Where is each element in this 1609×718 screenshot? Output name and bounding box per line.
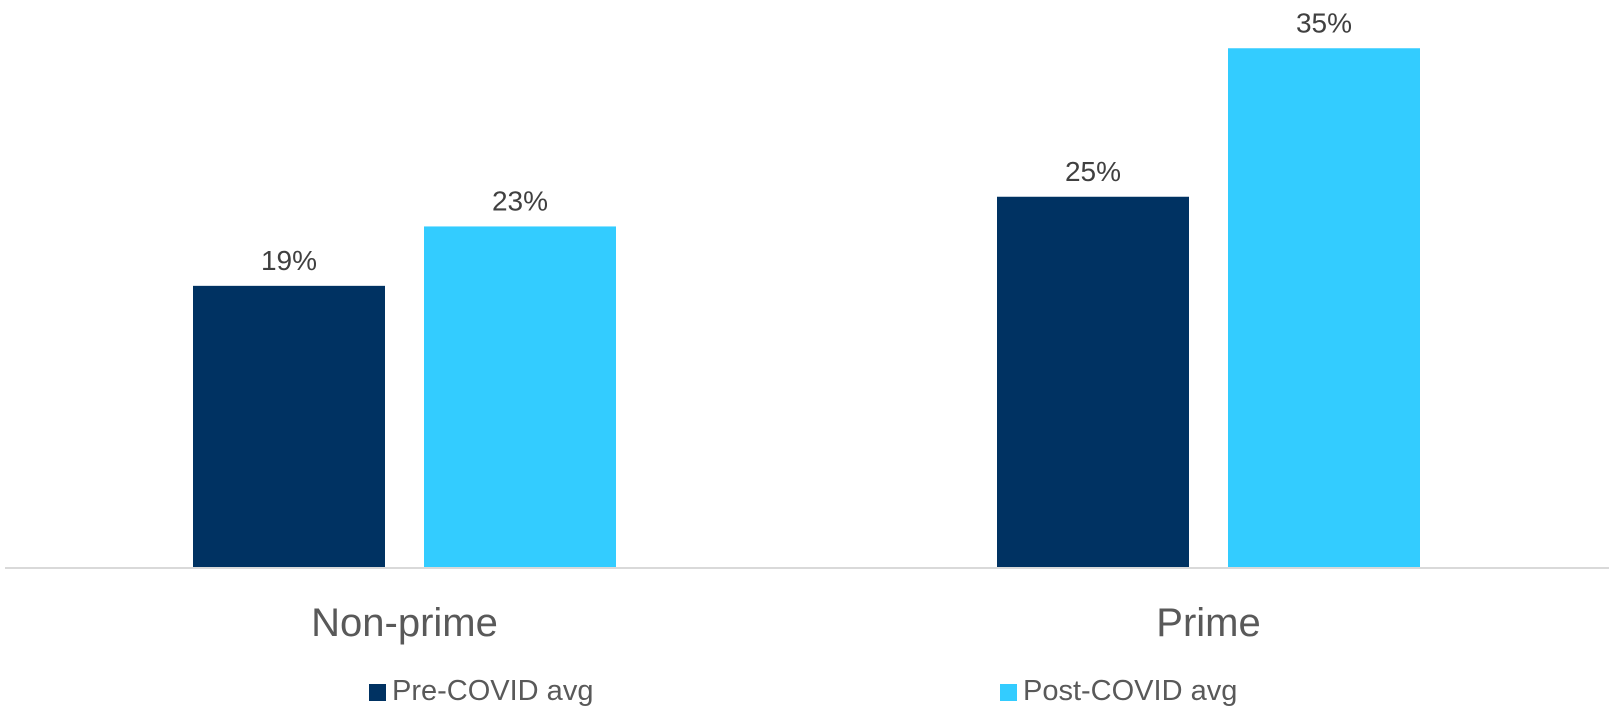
legend-swatch-pre-covid-avg: [369, 684, 386, 701]
data-label-non-prime-pre-covid-avg: 19%: [261, 245, 317, 276]
category-label-non-prime: Non-prime: [311, 601, 498, 645]
category-labels-layer: Non-prime Prime: [311, 601, 1261, 645]
bar-non-prime-pre-covid-avg: [193, 285, 385, 568]
data-label-non-prime-post-covid-avg: 23%: [492, 185, 548, 216]
legend-label-pre-covid-avg: Pre-COVID avg: [392, 675, 593, 707]
bar-prime-post-covid-avg: [1228, 48, 1420, 568]
data-label-prime-post-covid-avg: 35%: [1296, 7, 1352, 38]
bars-layer: [193, 48, 1420, 568]
legend-swatch-post-covid-avg: [1000, 684, 1017, 701]
legend: Pre-COVID avg Post-COVID avg: [369, 675, 1237, 707]
data-labels-layer: 19% 25% 23% 35%: [261, 7, 1352, 276]
bar-non-prime-post-covid-avg: [424, 226, 616, 568]
legend-label-post-covid-avg: Post-COVID avg: [1023, 675, 1237, 707]
data-label-prime-pre-covid-avg: 25%: [1065, 156, 1121, 187]
category-label-prime: Prime: [1156, 601, 1260, 645]
bar-prime-pre-covid-avg: [997, 196, 1189, 568]
